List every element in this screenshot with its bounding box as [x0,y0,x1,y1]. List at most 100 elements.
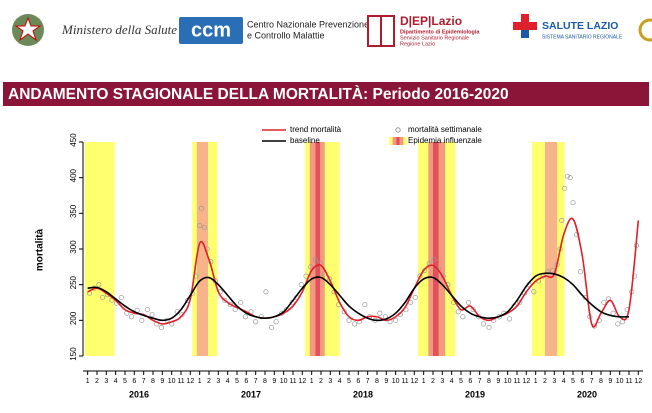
x-tick-label: 12 [186,378,194,385]
partial-logo [638,18,652,42]
legend-label: Epidemia influenzale [408,136,482,145]
weekly-point [144,307,150,313]
x-tick-label: 9 [384,378,388,385]
weekly-point [567,175,573,181]
weekly-point [128,314,135,320]
weekly-point [545,269,551,275]
weekly-point [100,294,106,301]
ccm-box [179,17,243,44]
salute-cross [521,30,529,38]
y-axis-label: mortalità [35,228,46,271]
year-label: 2020 [577,389,597,399]
weekly-point [431,257,437,263]
legend-swatch [396,137,400,145]
epidemic-band [84,142,115,356]
x-tick-label: 6 [356,378,360,385]
salute-sub: SISTEMA SANITARIO REGIONALE [542,34,623,40]
x-tick-label: 1 [534,378,538,385]
weekly-point [149,312,155,318]
x-tick-label: 1 [86,378,90,385]
weekly-point [227,302,234,308]
weekly-point [263,289,269,295]
title-bar [3,82,649,106]
legend-label: mortalità settimanale [408,125,482,134]
y-tick-label: 300 [69,240,78,254]
weekly-point [564,173,570,179]
weekly-point [574,232,580,238]
weekly-point [96,282,102,288]
ccm-text: Centro Nazionale Prevenzione [247,19,369,29]
weekly-point [610,310,616,316]
dep-text: Dipartimento di Epidemiologia [400,29,480,35]
legend-label: baseline [290,136,320,145]
x-tick-label: 10 [504,378,512,385]
weekly-point [412,294,418,301]
x-tick-label: 5 [123,378,127,385]
weekly-point [326,276,332,282]
header: Ministero della Salute ccm Centro Nazion… [12,14,652,47]
legend-point [395,127,401,133]
weekly-point [570,200,576,206]
weekly-point [480,321,486,327]
x-tick-label: 7 [142,378,146,385]
weekly-point [377,310,383,316]
x-tick-label: 9 [608,378,612,385]
y-tick-label: 200 [69,311,78,325]
salute-cross [513,14,537,38]
x-tick-label: 4 [562,378,566,385]
weekly-point [531,289,537,295]
y-tick-label: 350 [69,204,78,218]
x-tick-label: 3 [104,378,108,385]
year-label: 2017 [241,389,261,399]
x-tick-label: 3 [440,378,444,385]
x-tick-label: 4 [338,378,342,385]
x-tick-label: 7 [254,378,258,385]
x-tick-label: 8 [487,378,491,385]
x-tick-label: 4 [450,378,454,385]
x-tick-label: 8 [375,378,379,385]
weekly-point [517,299,523,306]
x-tick-label: 3 [552,378,556,385]
dep-text: Servizio Sanitario Regionale [400,35,469,41]
epidemic-band [545,142,558,356]
weekly-point [362,302,368,308]
weekly-point [615,321,621,327]
weekly-point [197,222,203,229]
weekly-point [562,185,568,191]
x-tick-label: 2 [207,378,211,385]
weekly-point [298,282,304,288]
dep-text: Regione Lazio [400,41,435,47]
year-label: 2019 [465,389,485,399]
x-tick-label: 2 [319,378,323,385]
x-tick-label: 12 [410,378,418,385]
y-tick-label: 450 [69,133,78,147]
x-tick-label: 7 [478,378,482,385]
weekly-point [201,225,207,231]
ccm-text: e Controllo Malattie [247,30,325,40]
x-tick-label: 11 [513,378,520,385]
x-tick-label: 9 [160,378,164,385]
x-tick-label: 9 [272,378,276,385]
weekly-point [601,299,607,306]
salute-logo: SALUTE LAZIO [542,20,618,32]
x-tick-label: 4 [226,378,230,385]
series-line [87,272,630,322]
y-tick-label: 150 [69,347,78,361]
weekly-point [253,319,259,325]
weekly-point [273,319,279,325]
x-tick-label: 2 [95,378,99,385]
series-line [87,217,640,328]
y-tick-label: 250 [69,275,78,289]
weekly-point [198,205,205,211]
x-tick-label: 1 [422,378,426,385]
weekly-point [308,264,314,270]
legend-swatch [403,137,407,145]
x-tick-label: 11 [289,378,296,385]
x-tick-label: 12 [522,378,530,385]
x-tick-label: 3 [216,378,220,385]
weekly-point [346,317,352,323]
x-tick-label: 11 [625,378,632,385]
x-tick-label: 8 [263,378,267,385]
